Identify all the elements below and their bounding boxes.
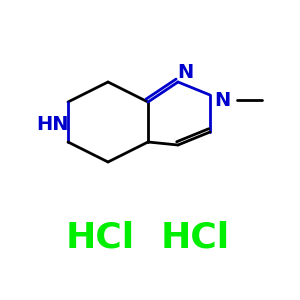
Text: N: N — [214, 91, 230, 110]
Text: N: N — [177, 62, 193, 82]
Text: HCl: HCl — [160, 221, 230, 255]
Text: HCl: HCl — [65, 221, 135, 255]
Text: HN: HN — [37, 116, 69, 134]
